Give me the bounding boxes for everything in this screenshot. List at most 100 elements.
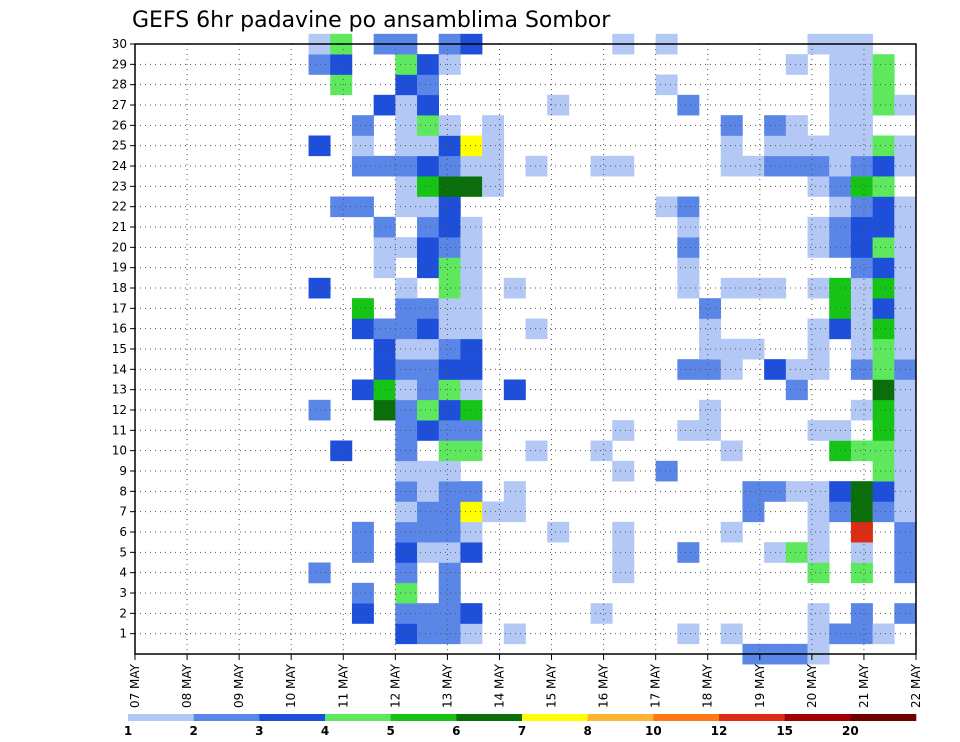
x-tick-label: 22 MAY [909, 663, 923, 708]
heatmap-cell [330, 54, 353, 75]
heatmap-cell [590, 155, 613, 177]
heatmap-cell [417, 603, 440, 624]
heatmap-cell [525, 440, 548, 462]
heatmap-cell [373, 155, 396, 177]
heatmap-cell [872, 74, 895, 96]
heatmap-cell [438, 216, 461, 238]
heatmap-cell [460, 542, 483, 563]
heatmap-cell [720, 115, 743, 136]
heatmap-cell [850, 603, 873, 624]
heatmap-cell [438, 115, 461, 136]
heatmap-cell [438, 135, 461, 157]
heatmap-cell [438, 176, 461, 197]
heatmap-cell [417, 176, 440, 197]
legend-label: 10 [645, 724, 662, 738]
heatmap-cell [417, 54, 440, 75]
heatmap-cell [417, 501, 440, 523]
heatmap-cell [850, 176, 873, 197]
heatmap-cell [438, 237, 461, 258]
heatmap-cell [807, 318, 830, 340]
heatmap-cell [395, 135, 418, 157]
heatmap-cell [417, 379, 440, 401]
heatmap-cell [612, 542, 635, 563]
heatmap-cell [438, 440, 461, 462]
y-tick-label: 11 [112, 423, 127, 437]
heatmap-cell [850, 54, 873, 75]
y-tick-label: 5 [119, 545, 127, 559]
heatmap-cell [351, 196, 374, 218]
heatmap-cell [460, 216, 483, 238]
heatmap-cell [807, 277, 830, 299]
heatmap-cell [417, 542, 440, 563]
heatmap-cell [785, 542, 808, 563]
legend-label: 20 [842, 724, 859, 738]
heatmap-cell [438, 603, 461, 624]
heatmap-cell [677, 542, 700, 563]
heatmap-cell [417, 135, 440, 157]
heatmap-cell [460, 257, 483, 279]
legend-label: 15 [776, 724, 793, 738]
heatmap-cell [395, 298, 418, 319]
legend-label: 4 [321, 724, 329, 738]
x-tick-label: 08 MAY [180, 663, 194, 708]
y-tick-label: 8 [119, 484, 127, 498]
heatmap-cell [872, 94, 895, 116]
heatmap-cell [850, 481, 873, 502]
heatmap-cell [417, 623, 440, 645]
heatmap-cell [373, 379, 396, 401]
y-tick-label: 2 [119, 606, 127, 620]
heatmap-cell [438, 155, 461, 177]
heatmap-cell [677, 216, 700, 238]
heatmap-cell [872, 338, 895, 360]
heatmap-cell [395, 440, 418, 462]
heatmap-cell [612, 460, 635, 482]
heatmap-cell [395, 542, 418, 563]
heatmap-cell [438, 399, 461, 421]
heatmap-cell [438, 460, 461, 482]
y-tick-label: 10 [112, 444, 127, 458]
heatmap-cell [395, 54, 418, 75]
x-tick-label: 07 MAY [128, 663, 142, 708]
heatmap-cell [438, 562, 461, 584]
y-tick-label: 9 [119, 464, 127, 478]
heatmap-cell [872, 501, 895, 523]
heatmap-cell [460, 298, 483, 319]
heatmap-cell [785, 379, 808, 401]
heatmap-cell [872, 257, 895, 279]
heatmap-cell [373, 216, 396, 238]
heatmap-cell [872, 216, 895, 238]
heatmap-cell [850, 501, 873, 523]
heatmap-cell [417, 420, 440, 441]
heatmap-cell [720, 440, 743, 462]
heatmap-cell [677, 277, 700, 299]
y-tick-label: 14 [112, 362, 127, 376]
y-tick-label: 30 [112, 37, 127, 51]
y-tick-label: 25 [112, 139, 127, 153]
heatmap-cell [482, 176, 505, 197]
heatmap-cell [807, 420, 830, 441]
x-tick-label: 13 MAY [440, 663, 454, 708]
heatmap-cell [850, 155, 873, 177]
y-tick-label: 13 [112, 383, 127, 397]
legend-label: 3 [255, 724, 263, 738]
heatmap-cell [872, 155, 895, 177]
heatmap-cell [351, 155, 374, 177]
heatmap-cell [460, 379, 483, 401]
heatmap-cell [850, 115, 873, 136]
heatmap-cell [460, 623, 483, 645]
heatmap-cell [503, 623, 526, 645]
heatmap-cell [438, 359, 461, 380]
heatmap-cell [417, 318, 440, 340]
y-tick-label: 26 [112, 118, 127, 132]
heatmap-cell [351, 115, 374, 136]
heatmap-cell [742, 277, 765, 299]
y-tick-label: 29 [112, 57, 127, 71]
heatmap-cell [872, 277, 895, 299]
heatmap-cell [807, 481, 830, 502]
x-tick-label: 12 MAY [388, 663, 402, 708]
heatmap-cell [417, 155, 440, 177]
heatmap-cell [417, 196, 440, 218]
legend-label: 5 [386, 724, 394, 738]
x-tick-label: 17 MAY [649, 663, 663, 708]
heatmap-cell [612, 562, 635, 584]
